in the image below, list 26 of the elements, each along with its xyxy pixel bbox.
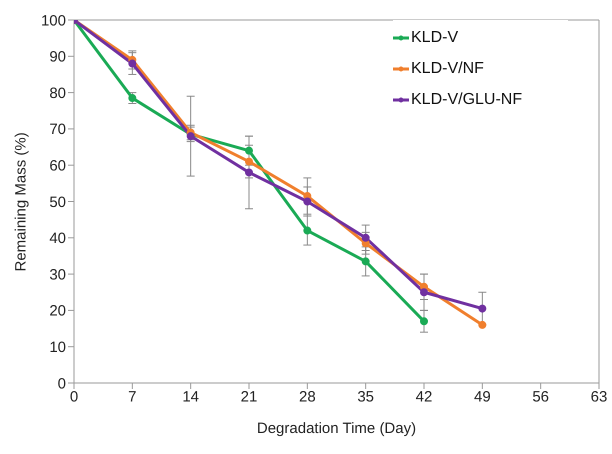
x-tick-label: 49 (474, 388, 491, 406)
y-tick-label: 10 (49, 339, 66, 356)
y-tick-label: 100 (40, 12, 66, 30)
x-tick-label: 63 (590, 388, 608, 406)
x-tick-label: 42 (416, 388, 432, 406)
y-tick-label: 60 (49, 158, 66, 175)
y-tick-label: 30 (49, 266, 66, 284)
y-axis-title: Remaining Mass (%) (12, 132, 30, 272)
legend-label: KLD-V (411, 28, 458, 46)
x-tick-label: 7 (128, 388, 137, 406)
x-tick-label: 0 (70, 388, 78, 406)
y-tick-label: 80 (49, 84, 66, 102)
legend-label: KLD-V/NF (411, 60, 484, 78)
y-tick-label: 40 (49, 230, 66, 248)
x-axis-title: Degradation Time (Day) (256, 420, 416, 437)
x-tick-label: 14 (182, 388, 200, 406)
legend-label: KLD-V/GLU-NF (411, 90, 522, 108)
x-tick-label: 28 (298, 388, 316, 406)
y-tick-label: 20 (49, 302, 66, 320)
y-tick-label: 0 (58, 375, 66, 392)
x-tick-label: 21 (240, 388, 258, 406)
x-tick-label: 35 (357, 388, 374, 406)
x-tick-label: 56 (532, 388, 550, 406)
y-tick-label: 70 (49, 121, 66, 138)
y-tick-label: 90 (49, 48, 66, 66)
y-tick-label: 50 (49, 194, 66, 211)
